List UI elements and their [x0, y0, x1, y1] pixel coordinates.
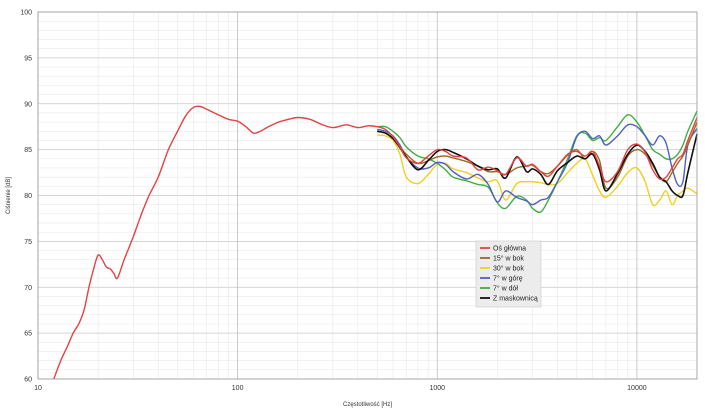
legend-entry: 30° w bok — [493, 265, 524, 273]
y-tick-label: 70 — [24, 285, 32, 292]
plot-frame — [37, 11, 698, 380]
y-axis-label: Ciśnienie [dB] — [6, 177, 12, 214]
x-tick-labels: 10 100 1000 10000 — [34, 385, 647, 392]
series-line-3 — [377, 123, 698, 206]
series-lines — [53, 105, 698, 380]
x-tick-label: 10000 — [627, 385, 647, 392]
y-tick-label: 65 — [24, 331, 32, 338]
legend-entry: Oś główna — [493, 246, 526, 253]
y-tick-label: 60 — [24, 377, 32, 384]
y-tick-labels: 60 65 70 75 80 85 90 95 100 — [20, 10, 32, 384]
y-tick-label: 95 — [24, 55, 32, 62]
grid — [37, 11, 698, 380]
y-tick-label: 80 — [24, 193, 32, 200]
x-tick-label: 10 — [34, 385, 42, 392]
y-tick-label: 85 — [24, 147, 32, 154]
x-axis-label: Częstotliwość [Hz] — [343, 402, 392, 408]
y-tick-label: 75 — [24, 239, 32, 246]
y-tick-label: 90 — [24, 101, 32, 108]
x-tick-label: 100 — [232, 385, 244, 392]
x-tick-label: 1000 — [429, 385, 445, 392]
series-line-0 — [53, 105, 698, 380]
legend-entry: Z maskownicą — [493, 296, 538, 303]
series-line-5 — [376, 130, 698, 199]
legend-entry: 15° w bok — [493, 255, 524, 263]
legend-entry: 7° w dół — [493, 285, 518, 293]
legend-box — [475, 240, 542, 308]
y-tick-label: 100 — [20, 10, 32, 17]
legend-entry: 7° w górę — [493, 275, 523, 283]
legend: Oś główna 15° w bok 30° w bok 7° w górę 7° w… — [475, 240, 542, 308]
